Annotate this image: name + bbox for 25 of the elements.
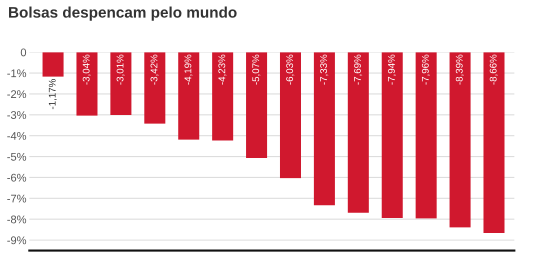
y-tick-label: -6%: [7, 174, 26, 182]
data-label: -7,96%: [422, 54, 430, 85]
chart-title: Bolsas despencam pelo mundo: [9, 6, 237, 21]
y-tick-label: -8%: [7, 216, 26, 224]
data-label: -7,94%: [388, 54, 396, 85]
data-label: -5,07%: [252, 54, 260, 85]
y-tick-label: -1%: [7, 69, 26, 78]
y-tick-label: -2%: [7, 90, 26, 98]
data-label: -8,39%: [456, 54, 464, 85]
data-label: -7,69%: [354, 54, 362, 85]
data-label: -8,66%: [490, 54, 498, 85]
data-label: -7,33%: [320, 54, 328, 85]
y-tick-label: -5%: [7, 152, 26, 161]
data-label: -4,19%: [184, 54, 192, 85]
data-label: -1,17%: [48, 79, 57, 110]
y-tick-label: -9%: [7, 236, 26, 244]
data-label: -4,23%: [218, 54, 226, 85]
y-tick-label: -4%: [7, 132, 26, 140]
y-tick-label: 0: [20, 48, 26, 56]
data-label: -6,03%: [286, 54, 294, 85]
data-label: -3,01%: [116, 54, 125, 85]
data-label: -3,42%: [150, 54, 159, 85]
y-tick-label: -7%: [7, 194, 26, 202]
y-tick-label: -3%: [7, 111, 26, 119]
data-label: -3,04%: [82, 54, 91, 85]
